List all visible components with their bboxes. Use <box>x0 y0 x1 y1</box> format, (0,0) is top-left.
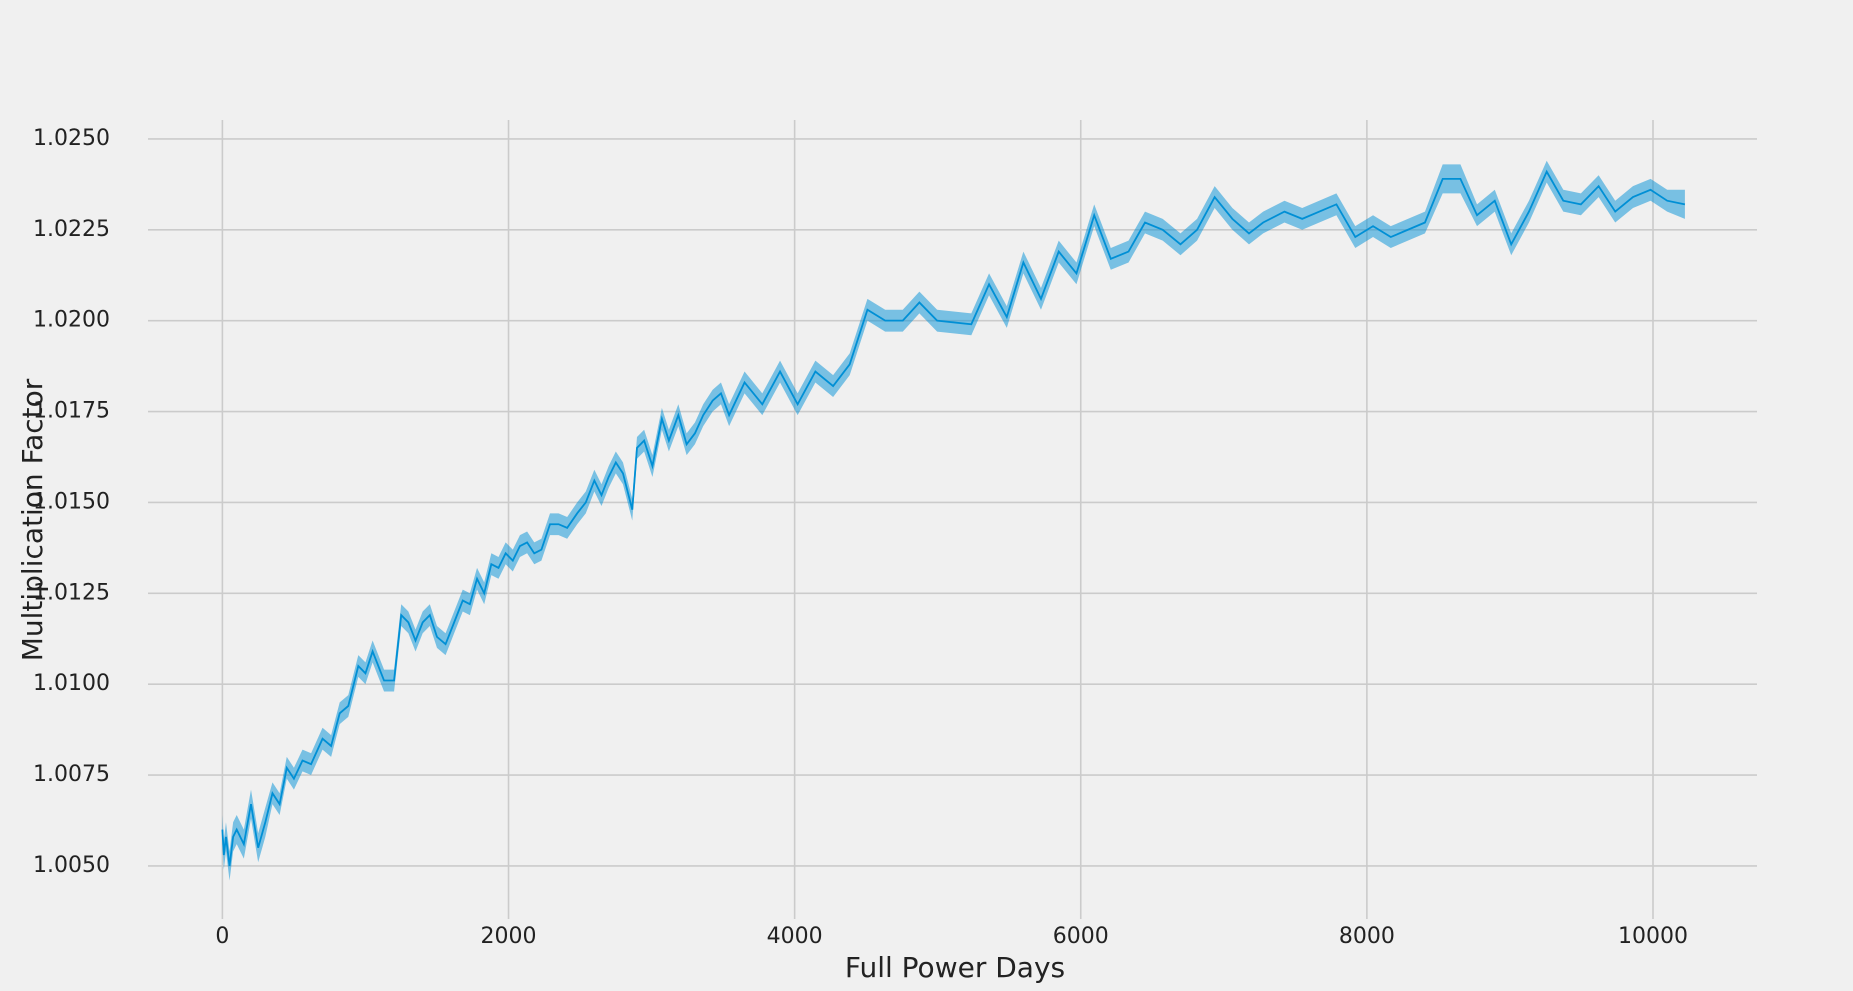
y-tick-label: 1.0250 <box>33 126 110 151</box>
marks <box>221 160 1686 881</box>
y-tick-label: 1.0200 <box>33 308 110 333</box>
y-tick-label: 1.0150 <box>33 489 110 514</box>
y-tick-label: 1.0125 <box>33 580 110 605</box>
x-tick-label: 2000 <box>481 924 537 949</box>
y-tick-label: 1.0075 <box>33 762 110 787</box>
y-tick-label: 1.0050 <box>33 853 110 878</box>
y-tick-label: 1.0100 <box>33 671 110 696</box>
y-tick-label: 1.0175 <box>33 399 110 424</box>
y-tick-label: 1.0225 <box>33 217 110 242</box>
x-axis-label: Full Power Days <box>845 951 1065 984</box>
x-tick-label: 8000 <box>1339 924 1395 949</box>
line <box>221 169 1686 867</box>
y-axis-label: Multiplication Factor <box>16 378 49 661</box>
x-tick-label: 10000 <box>1618 924 1688 949</box>
x-tick-label: 4000 <box>767 924 823 949</box>
x-tick-label: 0 <box>215 924 229 949</box>
x-tick-label: 6000 <box>1053 924 1109 949</box>
